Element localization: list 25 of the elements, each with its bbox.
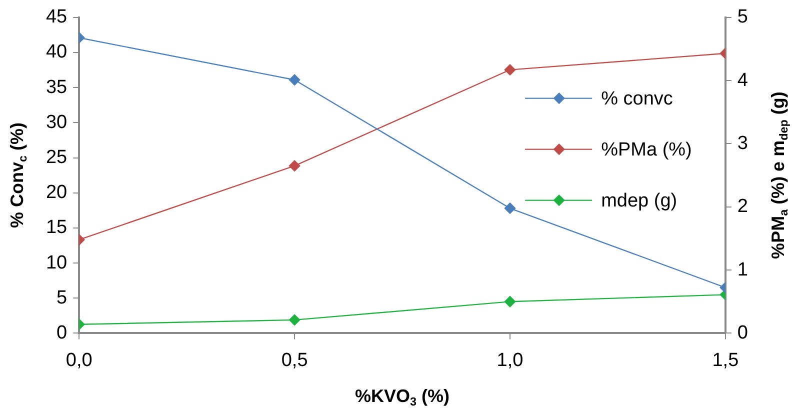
x-tick-label: 0,5 <box>281 350 308 371</box>
y2-axis-title: %PMa (%) e mdep (g) <box>768 92 791 259</box>
y2-tick-label: 1 <box>737 259 748 280</box>
y-tick-label: 20 <box>46 182 68 204</box>
y2-tick-label: 5 <box>737 6 748 28</box>
x-tick-label: 1,0 <box>496 350 524 371</box>
y-tick-label: 25 <box>46 146 68 168</box>
y-tick-label: 45 <box>46 6 68 28</box>
y-tick-label: 5 <box>56 287 68 308</box>
legend-label: % convc <box>601 88 673 110</box>
legend-label: %PMa (%) <box>601 140 692 161</box>
y-tick-label: 0 <box>56 322 68 344</box>
y2-tick-label: 0 <box>737 322 748 344</box>
x-tick-label: 1,5 <box>712 350 739 371</box>
y2-tick-label: 4 <box>737 70 748 91</box>
legend-label: mdep (g) <box>601 190 678 212</box>
y-tick-label: 40 <box>46 42 68 63</box>
y-axis-title: % Convc (%) <box>6 122 30 228</box>
y-tick-label: 10 <box>46 252 68 274</box>
y2-tick-label: 3 <box>737 132 748 154</box>
y-tick-label: 30 <box>46 112 68 133</box>
y-tick-label: 35 <box>46 76 68 98</box>
x-tick-label: 0,0 <box>66 350 92 371</box>
y-tick-label: 15 <box>46 217 68 238</box>
y2-tick-label: 2 <box>737 196 748 218</box>
